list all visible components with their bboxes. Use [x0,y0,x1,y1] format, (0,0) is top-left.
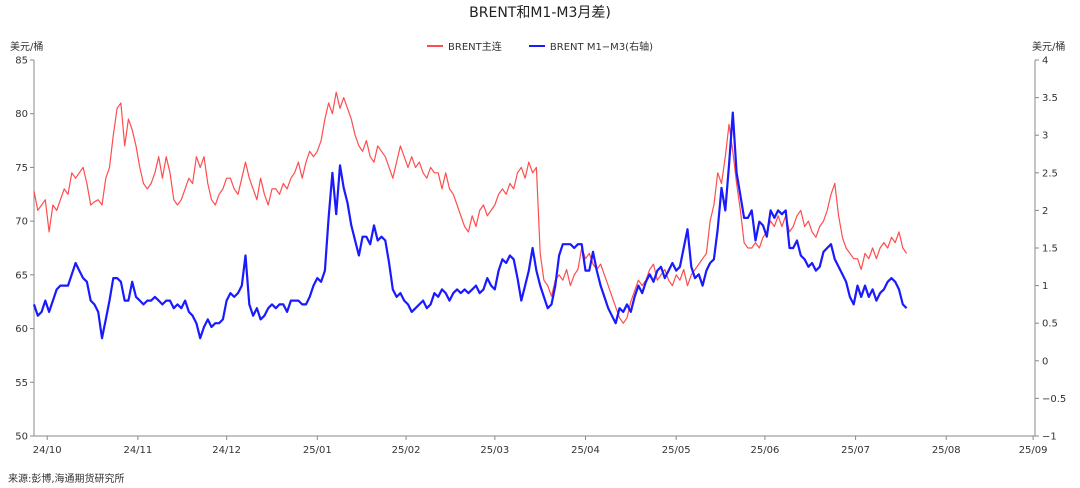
left-tick-label: 80 [15,109,28,120]
x-tick-label: 24/10 [33,445,62,456]
chart-title: BRENT和M1-M3月差) [469,5,611,21]
left-tick-label: 85 [15,56,28,67]
right-axis-unit: 美元/桶 [1032,42,1066,53]
left-tick-label: 65 [15,270,28,281]
left-axis-unit: 美元/桶 [10,42,44,53]
legend-item-brent: BRENT主连 [427,38,502,53]
legend-label-spread: BRENT M1−M3(右轴) [549,42,653,53]
x-tick-label: 25/06 [751,445,780,456]
right-tick-label: 1 [1042,281,1048,292]
right-tick-label: 0 [1042,356,1048,367]
right-tick-label: 0.5 [1042,319,1058,330]
x-tick-label: 24/12 [212,445,241,456]
x-tick-label: 25/03 [480,445,509,456]
legend-label-brent: BRENT主连 [448,42,502,53]
x-tick-label: 25/08 [932,445,961,456]
source-note: 来源:彭博,海通期货研究所 [8,474,125,485]
right-tick-label: −1 [1042,432,1057,443]
x-tick-label: 25/07 [841,445,870,456]
left-tick-label: 50 [15,432,28,443]
x-tick-label: 24/11 [123,445,152,456]
right-tick-label: 1.5 [1042,244,1058,255]
x-tick-label: 25/01 [303,445,332,456]
right-tick-label: 2 [1042,206,1048,217]
brent-series-line [33,91,908,324]
legend-item-spread: BRENT M1−M3(右轴) [528,38,653,53]
legend-swatch-spread [528,44,545,47]
right-tick-label: 3.5 [1042,93,1058,104]
x-tick-label: 25/09 [1019,445,1048,456]
right-tick-label: 2.5 [1042,168,1058,179]
left-tick-label: 55 [15,378,28,389]
spread-series-line [32,111,908,340]
right-tick-label: 4 [1042,56,1048,67]
x-tick-label: 25/05 [662,445,691,456]
x-tick-label: 25/02 [392,445,421,456]
left-tick-label: 60 [15,324,28,335]
x-tick-label: 25/04 [571,445,600,456]
legend: BRENT主连 BRENT M1−M3(右轴) [0,38,1080,53]
left-tick-label: 75 [15,163,28,174]
legend-swatch-brent [427,44,444,47]
right-tick-label: 3 [1042,131,1048,142]
left-tick-label: 70 [15,217,28,228]
right-tick-label: −0.5 [1042,394,1066,405]
